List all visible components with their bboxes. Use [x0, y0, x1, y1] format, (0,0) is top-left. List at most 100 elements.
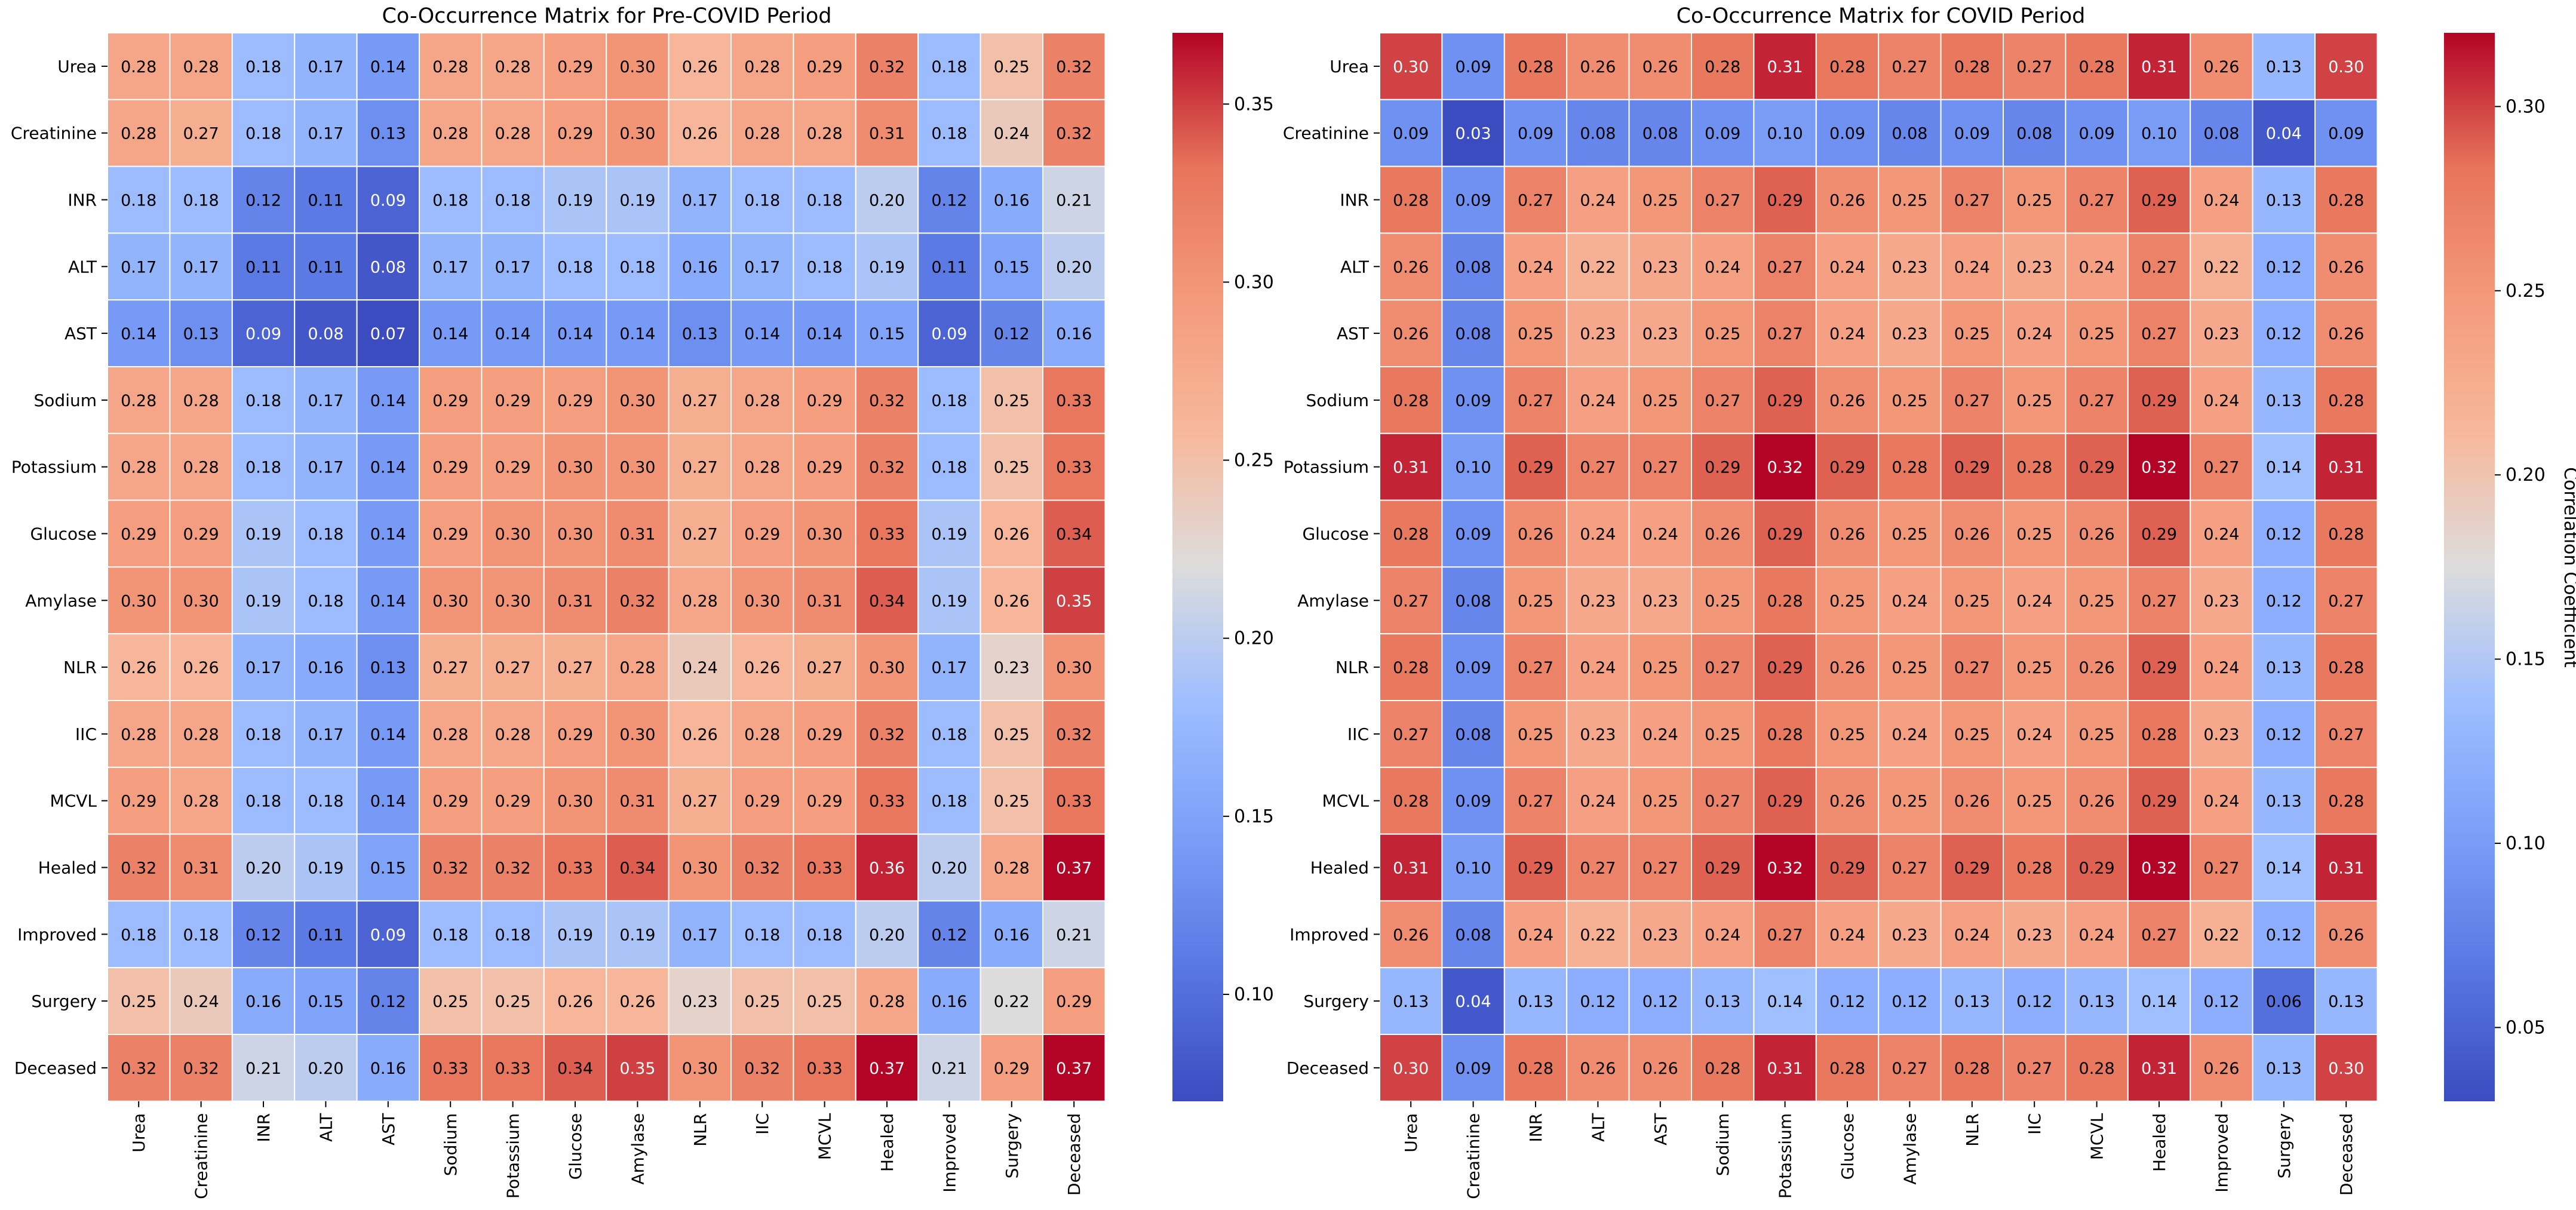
cell-value-label: 0.32	[1056, 58, 1092, 76]
cell-value-label: 0.24	[1829, 325, 1865, 343]
cell-value-label: 0.18	[931, 125, 967, 143]
row-label: Urea	[1330, 57, 1369, 76]
heatmap-cell	[481, 432, 545, 501]
cell-value-label: 0.29	[2141, 659, 2177, 677]
cell-value-label: 0.19	[557, 926, 593, 944]
heatmap-cell	[1566, 766, 1630, 835]
cell-value-label: 0.25	[994, 793, 1030, 811]
heatmap-cell	[1753, 232, 1817, 301]
heatmap-cell	[1379, 633, 1443, 701]
cell-value-label: 0.29	[1767, 659, 1803, 677]
cell-value-label: 0.28	[2141, 726, 2177, 744]
cell-value-label: 0.30	[869, 659, 905, 677]
cell-value-label: 0.24	[1892, 592, 1927, 610]
heatmap-cell	[730, 967, 794, 1035]
heatmap-cell	[107, 833, 171, 902]
cell-value-label: 0.27	[1767, 258, 1803, 277]
cell-value-label: 0.27	[1642, 859, 1678, 878]
cell-value-label: 0.32	[869, 726, 905, 744]
cell-value-label: 0.26	[1829, 793, 1865, 811]
cell-value-label: 0.32	[619, 592, 655, 610]
heatmap-cell	[1379, 900, 1443, 969]
cell-value-label: 0.27	[1393, 726, 1429, 744]
cell-value-label: 0.09	[1456, 526, 1491, 544]
cell-value-label: 0.11	[308, 926, 343, 944]
cell-value-label: 0.14	[370, 526, 406, 544]
cell-value-label: 0.16	[1056, 325, 1092, 343]
cell-value-label: 0.09	[1456, 58, 1491, 76]
heatmap-cell	[231, 366, 296, 434]
heatmap-cell	[1503, 566, 1568, 635]
heatmap-cell	[730, 566, 794, 635]
cell-value-label: 0.18	[432, 926, 468, 944]
heatmap-cell	[1753, 99, 1817, 167]
cell-value-label: 0.19	[245, 592, 281, 610]
heatmap-cell	[668, 967, 732, 1035]
cell-value-label: 0.12	[994, 325, 1030, 343]
cell-value-label: 0.31	[1393, 459, 1429, 477]
cell-value-label: 0.28	[2328, 659, 2364, 677]
cell-value-label: 0.22	[994, 993, 1030, 1011]
cell-value-label: 0.25	[1642, 793, 1678, 811]
cell-value-label: 0.13	[370, 659, 406, 677]
cell-value-label: 0.18	[807, 258, 843, 277]
cell-value-label: 0.28	[495, 58, 531, 76]
cell-value-label: 0.14	[807, 325, 843, 343]
cell-value-label: 0.27	[1518, 793, 1553, 811]
cell-value-label: 0.28	[183, 459, 219, 477]
heatmap-cell	[1379, 967, 1443, 1035]
cell-value-label: 0.27	[2079, 192, 2115, 210]
cell-value-label: 0.16	[931, 993, 967, 1011]
heatmap-cell	[2314, 833, 2378, 902]
heatmap-cell	[294, 633, 358, 701]
cell-value-label: 0.24	[1580, 192, 1616, 210]
cell-value-label: 0.28	[1518, 1059, 1553, 1078]
cell-value-label: 0.14	[619, 325, 655, 343]
colorbar-tick-label: 0.15	[1234, 806, 1274, 827]
heatmap-cell	[1628, 366, 1693, 434]
colorbar-tick-label: 0.20	[1234, 628, 1274, 649]
cell-value-label: 0.12	[2016, 993, 2052, 1011]
cell-value-label: 0.26	[994, 592, 1030, 610]
heatmap-cell	[1441, 967, 1505, 1035]
cell-value-label: 0.12	[1580, 993, 1616, 1011]
heatmap-cell	[1815, 967, 1880, 1035]
heatmap-cell	[1878, 566, 1942, 635]
heatmap-cell	[2127, 1034, 2191, 1102]
cell-value-label: 0.20	[245, 859, 281, 878]
cell-value-label: 0.27	[1393, 592, 1429, 610]
cell-value-label: 0.12	[931, 926, 967, 944]
heatmap-cell	[2314, 232, 2378, 301]
heatmap-cell	[1503, 499, 1568, 568]
colorbar-tick-label: 0.30	[1234, 272, 1274, 293]
heatmap-cell	[2252, 633, 2316, 701]
heatmap-cell	[1042, 633, 1106, 701]
heatmap-cell	[1441, 432, 1505, 501]
cell-value-label: 0.26	[1580, 58, 1616, 76]
heatmap-cell	[1878, 633, 1942, 701]
heatmap-cell	[793, 499, 856, 568]
heatmap-cell	[2190, 633, 2253, 701]
cell-value-label: 0.09	[1456, 793, 1491, 811]
heatmap-cell	[606, 299, 670, 368]
heatmap-cell	[2065, 432, 2129, 501]
cell-value-label: 0.28	[2016, 459, 2052, 477]
heatmap-cell	[1042, 165, 1106, 234]
cell-value-label: 0.18	[495, 192, 531, 210]
heatmap-cell	[1503, 833, 1568, 902]
cell-value-label: 0.09	[1829, 125, 1865, 143]
cell-value-label: 0.34	[869, 592, 905, 610]
cell-value-label: 0.27	[2079, 392, 2115, 410]
cell-value-label: 0.24	[2203, 392, 2239, 410]
heatmap-cell	[1940, 299, 2004, 368]
cell-value-label: 0.14	[370, 726, 406, 744]
cell-value-label: 0.29	[2141, 526, 2177, 544]
cell-value-label: 0.30	[183, 592, 219, 610]
cell-value-label: 0.09	[1705, 125, 1740, 143]
cell-value-label: 0.29	[2141, 192, 2177, 210]
cell-value-label: 0.19	[245, 526, 281, 544]
cell-value-label: 0.27	[2328, 726, 2364, 744]
heatmap-cell	[356, 833, 420, 902]
heatmap-cell	[231, 900, 296, 969]
heatmap-cell	[107, 967, 171, 1035]
